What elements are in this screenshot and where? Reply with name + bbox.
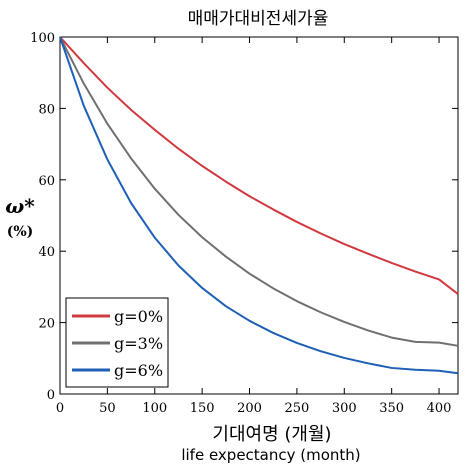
x-tick-label: 100 [142,401,167,416]
y-axis-label: ω* [5,194,35,218]
y-tick-label: 60 [38,174,55,189]
x-tick-label: 50 [99,401,116,416]
series-lines [59,36,459,375]
x-tick-label: 200 [237,401,262,416]
legend-label-g3: g=3% [114,334,163,353]
legend-label-g0: g=0% [114,307,163,326]
x-tick-label: 250 [284,401,309,416]
plot-area [59,36,459,395]
x-tick-label: 300 [332,401,357,416]
y-tick-label: 100 [30,31,55,46]
series-line-g0 [59,36,459,295]
y-tick-label: 40 [38,245,55,260]
chart-title: 매매가대비전세가율 [188,9,329,29]
series-line-g6 [59,36,459,375]
x-tick-label: 0 [56,401,64,416]
x-axis: 0 50 100 150 200 250 300 350 400 [56,37,452,416]
y-tick-label: 0 [47,388,55,403]
x-tick-label: 400 [427,401,452,416]
x-tick-label: 350 [379,401,404,416]
y-axis-unit-label: (%) [7,224,34,240]
x-tick-label: 150 [190,401,215,416]
x-axis-sublabel: life expectancy (month) [181,446,360,464]
y-tick-label: 80 [38,102,55,117]
legend-label-g6: g=6% [114,361,163,380]
x-axis-label: 기대여명 (개월) [212,424,331,445]
legend: g=0% g=3% g=6% [65,297,169,388]
y-tick-label: 20 [38,317,55,332]
y-axis: 0 20 40 60 80 100 [30,31,458,403]
series-line-g3 [59,36,459,347]
